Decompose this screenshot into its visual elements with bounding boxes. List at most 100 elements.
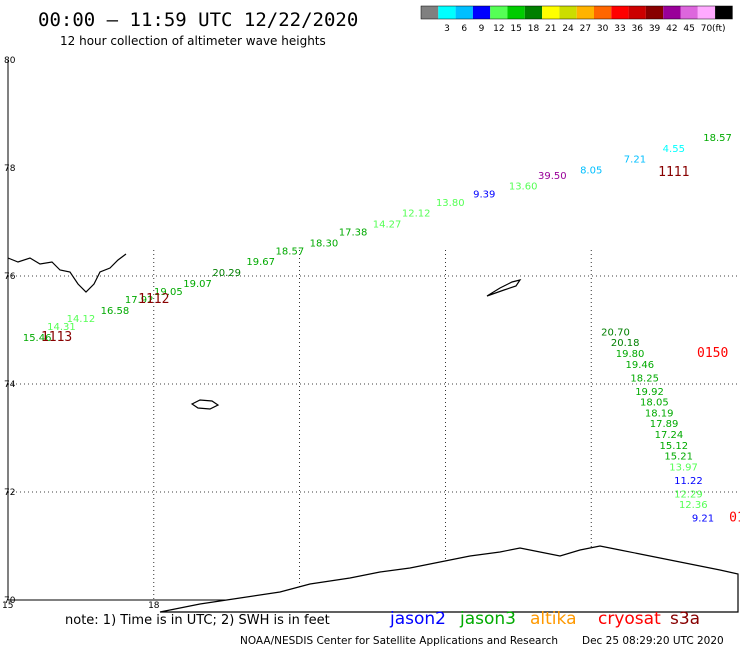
pass-time-label: 1112 [138, 292, 169, 307]
wave-height-value: 17.38 [339, 228, 368, 239]
wave-height-value: 12.29 [674, 489, 703, 500]
norway-coast [159, 545, 739, 613]
pass-time-label: 01 [729, 511, 740, 526]
wave-height-value: 9.39 [473, 190, 495, 201]
scale-swatch [628, 6, 646, 19]
wave-height-value: 4.55 [663, 144, 685, 155]
scale-swatch [438, 6, 456, 19]
satellite-name: jason2 [389, 609, 446, 629]
lon-label: 18 [148, 601, 160, 611]
color-scale: 3 6 9 12 15 18 21 24 27 30 33 36 39 42 45 70 [420, 5, 733, 34]
pass-time-label: 1111 [658, 165, 689, 180]
credit-text: NOAA/NESDIS Center for Satellite Applica… [240, 635, 558, 647]
wave-height-value: 15.46 [23, 333, 52, 344]
svalbard-south-coast [7, 253, 127, 293]
wave-height-value: 18.57 [276, 246, 305, 257]
scale-label: 12 [493, 24, 504, 34]
wave-height-value: 19.07 [183, 279, 212, 290]
satellite-legend: jason2 jason3 altika cryosat s3a [389, 609, 700, 629]
wave-height-value: 19.05 [154, 287, 183, 298]
scale-label: 39 [649, 24, 661, 34]
scale-label: 30 [597, 24, 609, 34]
scale-swatch [611, 6, 629, 19]
scale-label: 24 [562, 24, 574, 34]
satellite-name: jason3 [459, 609, 516, 629]
satellite-name: cryosat [598, 609, 661, 629]
wave-height-value: 19.80 [616, 349, 645, 360]
pass-time-label: 1113 [41, 330, 72, 345]
scale-swatch [455, 6, 473, 19]
scale-swatch [680, 6, 698, 19]
lat-label: 74 [4, 380, 16, 390]
satellite-name: altika [530, 609, 577, 629]
scale-label: 33 [614, 24, 625, 34]
scale-swatch [472, 6, 491, 19]
wave-height-value: 13.60 [509, 182, 538, 193]
latitude-labels: 80 78 76 74 72 70 [4, 56, 16, 606]
map-subtitle: 12 hour collection of altimeter wave hei… [60, 34, 326, 48]
wave-height-value: 19.92 [635, 387, 664, 398]
scale-swatch [542, 6, 560, 19]
timestamp-text: Dec 25 08:29:20 UTC 2020 [582, 635, 724, 647]
scale-label: 3 [444, 24, 450, 34]
wave-height-value: 7.21 [624, 155, 646, 166]
bear-island [190, 399, 220, 410]
scale-label: 70 [701, 24, 713, 34]
wave-height-value: 18.30 [310, 238, 339, 249]
scale-swatch [559, 6, 577, 19]
scale-label: 27 [580, 24, 591, 34]
scale-swatch [645, 6, 664, 19]
scale-swatch [507, 6, 525, 19]
scale-label: 45 [683, 24, 694, 34]
wave-height-value: 20.18 [611, 338, 640, 349]
lat-label: 70 [4, 596, 16, 606]
wave-height-value: 20.70 [601, 327, 630, 338]
wave-height-value: 17.89 [650, 419, 679, 430]
lat-label: 76 [4, 272, 16, 282]
wave-height-value: 39.50 [538, 171, 567, 182]
wave-height-value: 18.57 [703, 133, 732, 144]
scale-label: 36 [632, 24, 644, 34]
wave-height-value: 13.97 [669, 462, 698, 473]
scale-label: 9 [479, 24, 485, 34]
satellite-name: s3a [670, 609, 700, 629]
wave-height-value: 19.67 [246, 257, 275, 268]
wave-height-value: 14.12 [67, 314, 96, 325]
scale-swatch [663, 6, 681, 19]
wave-height-value: 14.27 [373, 219, 402, 230]
scale-label: 21 [545, 24, 556, 34]
scale-swatch [421, 6, 439, 19]
wave-height-value: 20.29 [212, 268, 241, 279]
scale-label: 6 [461, 24, 467, 34]
map-title: 00:00 – 11:59 UTC 12/22/2020 [38, 9, 358, 31]
wave-height-value: 9.21 [692, 514, 714, 525]
wave-height-value: 8.05 [580, 165, 602, 176]
coastline [7, 253, 739, 613]
wave-height-value: 15.21 [664, 452, 693, 463]
scale-label: 42 [666, 24, 677, 34]
scale-border [420, 5, 733, 20]
wave-height-value: 14.31 [47, 322, 76, 333]
wave-height-value: 12.36 [679, 500, 708, 511]
scale-swatch [715, 6, 733, 19]
scale-swatch [576, 6, 594, 19]
scale-swatch [594, 6, 612, 19]
wave-height-value: 11.22 [674, 476, 703, 487]
wave-height-value: 18.25 [630, 373, 659, 384]
scale-label: 15 [510, 24, 521, 34]
footer-note: note: 1) Time is in UTC; 2) SWH is in fe… [65, 613, 330, 628]
lat-label: 80 [4, 56, 16, 66]
graticule [8, 250, 737, 600]
wave-height-value: 18.05 [640, 398, 669, 409]
wave-height-value: 12.12 [402, 209, 431, 220]
lon-label: 15 [2, 601, 13, 611]
lat-label: 72 [4, 488, 15, 498]
wave-height-value: 19.46 [625, 360, 654, 371]
wave-height-value: 17.92 [125, 295, 154, 306]
lat-label: 78 [4, 164, 16, 174]
scale-label: 18 [528, 24, 540, 34]
scale-swatch [490, 6, 508, 19]
